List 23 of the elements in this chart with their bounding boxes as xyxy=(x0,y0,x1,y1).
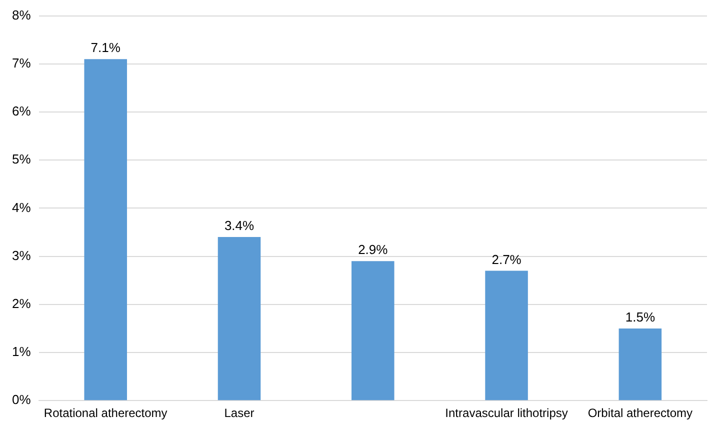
data-label: 3.4% xyxy=(224,218,255,234)
data-label: 2.9% xyxy=(358,242,388,258)
y-tick-label: 0% xyxy=(12,392,32,408)
y-tick-label: 1% xyxy=(12,344,32,360)
data-label: 1.5% xyxy=(625,310,656,325)
x-tick-label: Laser xyxy=(224,406,254,420)
data-label: 2.7% xyxy=(492,252,522,267)
y-tick-label: 7% xyxy=(12,55,32,70)
x-tick-label: Orbital atherectomy xyxy=(588,406,693,420)
y-tick-label: 3% xyxy=(12,248,32,263)
x-tick-label: Intravascular lithotripsy xyxy=(445,406,568,420)
y-tick-label: 6% xyxy=(12,104,32,119)
bar xyxy=(618,328,662,400)
y-tick-label: 4% xyxy=(12,200,32,215)
bar xyxy=(352,261,394,400)
y-tick-label: 2% xyxy=(12,296,32,311)
x-tick-label: Rotational atherectomy xyxy=(44,406,168,420)
y-tick-label: 5% xyxy=(12,152,32,167)
y-tick-label: 8% xyxy=(12,7,32,22)
bar xyxy=(84,59,127,400)
bar xyxy=(485,270,528,400)
data-label: 7.1% xyxy=(90,40,121,56)
bar xyxy=(218,237,261,400)
